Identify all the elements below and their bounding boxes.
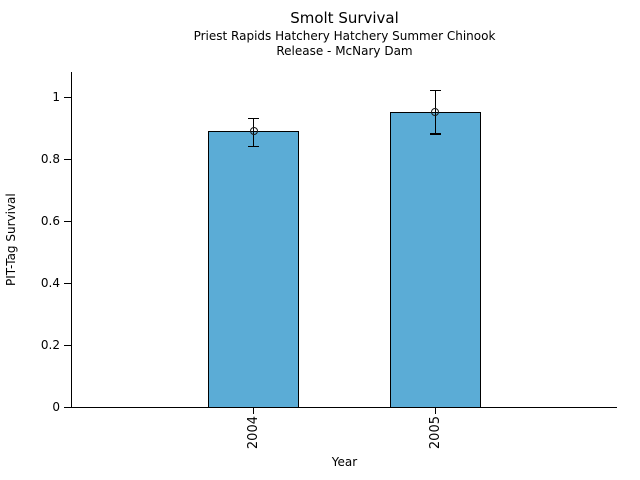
y-tick-label: 0 bbox=[52, 400, 60, 414]
x-tick-2004 bbox=[253, 408, 255, 414]
y-tick-label: 1 bbox=[52, 89, 60, 104]
y-tick bbox=[64, 220, 71, 222]
y-tick bbox=[64, 344, 71, 346]
x-axis-label: Year bbox=[331, 455, 358, 469]
y-tick bbox=[64, 407, 71, 408]
y-tick bbox=[64, 282, 71, 284]
error-bar-cap-top-2004 bbox=[248, 117, 260, 120]
x-axis-line bbox=[71, 407, 617, 408]
chart-title: Smolt Survival bbox=[290, 9, 399, 27]
error-bar-cap-bottom-2005 bbox=[429, 133, 441, 135]
y-tick bbox=[64, 96, 71, 98]
error-bar-cap-bottom-2004 bbox=[248, 145, 260, 148]
y-axis-line bbox=[71, 72, 72, 408]
bar-2005 bbox=[389, 112, 481, 408]
point-marker-2005 bbox=[431, 108, 440, 117]
x-tick-2005 bbox=[434, 408, 436, 414]
bar-2004 bbox=[208, 130, 300, 408]
point-marker-2004 bbox=[249, 126, 258, 135]
y-tick-label: 0.2 bbox=[40, 337, 60, 352]
y-tick bbox=[64, 158, 71, 160]
y-tick-label: 0.4 bbox=[40, 275, 60, 290]
x-tick-label-2004: 2004 bbox=[246, 416, 262, 450]
chart-subtitle-line-2: Release - McNary Dam bbox=[276, 44, 413, 58]
x-tick-label-2005: 2005 bbox=[427, 416, 443, 450]
chart-subtitle-line-1: Priest Rapids Hatchery Hatchery Summer C… bbox=[193, 29, 496, 43]
error-bar-cap-top-2005 bbox=[429, 90, 441, 92]
y-tick-label: 0.8 bbox=[40, 151, 60, 166]
y-tick-label: 0.6 bbox=[40, 213, 60, 228]
